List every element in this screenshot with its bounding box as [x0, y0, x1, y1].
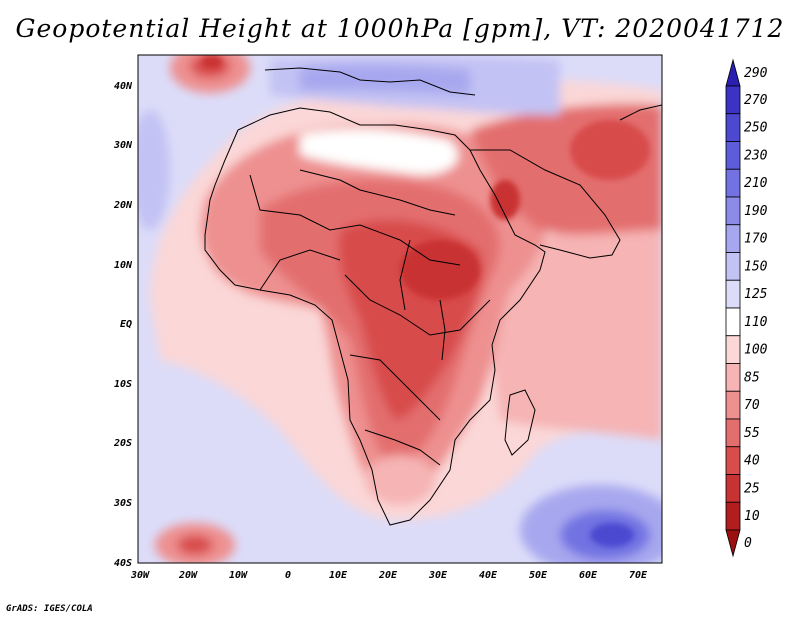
lat-label: 40S: [114, 558, 132, 569]
lon-label: 20E: [378, 570, 398, 581]
lon-label: 10E: [329, 570, 348, 581]
lon-label: 40E: [479, 570, 498, 581]
credit-label: GrADS: IGES/COLA: [6, 604, 93, 614]
colorbar-swatch: [725, 501, 741, 531]
colorbar-swatch: [725, 418, 741, 448]
colorbar-swatch: [725, 196, 741, 226]
colorbar-swatch: [725, 474, 741, 503]
colorbar-label: 290: [744, 66, 768, 81]
lat-label: 30N: [113, 140, 133, 151]
colorbar-swatch: [725, 446, 741, 475]
colorbar: 2902702502302101901701501251101008570554…: [725, 58, 768, 558]
colorbar-swatch: [725, 141, 741, 170]
height-field: [138, 55, 662, 563]
colorbar-label: 85: [744, 370, 760, 385]
lon-label: 60E: [579, 570, 598, 581]
colorbar-label: 40: [744, 454, 760, 469]
colorbar-swatch: [725, 252, 741, 281]
colorbar-label: 150: [744, 259, 768, 274]
colorbar-swatch: [725, 335, 741, 364]
lon-label: 20W: [178, 570, 198, 581]
colorbar-label: 100: [744, 343, 768, 358]
colorbar-swatch: [725, 224, 741, 253]
map-title: Geopotential Height at 1000hPa [gpm], VT…: [15, 14, 785, 43]
lat-label: 10N: [114, 260, 133, 271]
colorbar-label: 190: [744, 204, 768, 219]
colorbar-label: 25: [744, 481, 760, 496]
colorbar-label: 270: [744, 93, 768, 108]
colorbar-label: 110: [744, 315, 768, 330]
lat-label: 30S: [113, 498, 132, 509]
colorbar-label: 125: [744, 287, 768, 302]
latitude-axis: 40N 30N 20N 10N EQ 10S 20S 30S 40S: [113, 81, 133, 569]
colorbar-swatch: [725, 113, 741, 142]
lat-label: 20S: [113, 438, 132, 449]
colorbar-label: 210: [744, 176, 768, 191]
lon-label: 0: [285, 570, 291, 581]
lon-label: 70E: [629, 570, 648, 581]
map-frame: [137, 54, 663, 564]
lat-label: 20N: [113, 200, 133, 211]
colorbar-swatch: [725, 363, 741, 392]
lon-label: 50E: [529, 570, 548, 581]
colorbar-label: 55: [744, 426, 760, 441]
colorbar-swatch: [725, 390, 741, 420]
colorbar-label: 0: [744, 536, 752, 551]
colorbar-label: 230: [744, 148, 768, 163]
lon-label: 30W: [130, 570, 150, 581]
coastline: [204, 67, 662, 526]
lat-label: 10S: [114, 379, 132, 390]
colorbar-label: 170: [744, 232, 768, 247]
longitude-axis: 30W 20W 10W 0 10E 20E 30E 40E 50E 60E 70…: [130, 570, 648, 581]
colorbar-swatch: [725, 307, 741, 337]
lon-label: 30E: [428, 570, 448, 581]
colorbar-label: 250: [744, 121, 768, 136]
colorbar-swatch: [725, 279, 741, 309]
colorbar-swatch: [725, 85, 741, 115]
colorbar-swatch: [725, 529, 741, 558]
colorbar-swatch: [725, 168, 741, 198]
lon-label: 10W: [229, 570, 248, 581]
colorbar-label: 70: [744, 398, 760, 413]
lat-label: 40N: [114, 81, 133, 92]
colorbar-label: 10: [744, 509, 760, 524]
colorbar-swatch: [725, 58, 741, 87]
lat-label: EQ: [120, 319, 132, 330]
